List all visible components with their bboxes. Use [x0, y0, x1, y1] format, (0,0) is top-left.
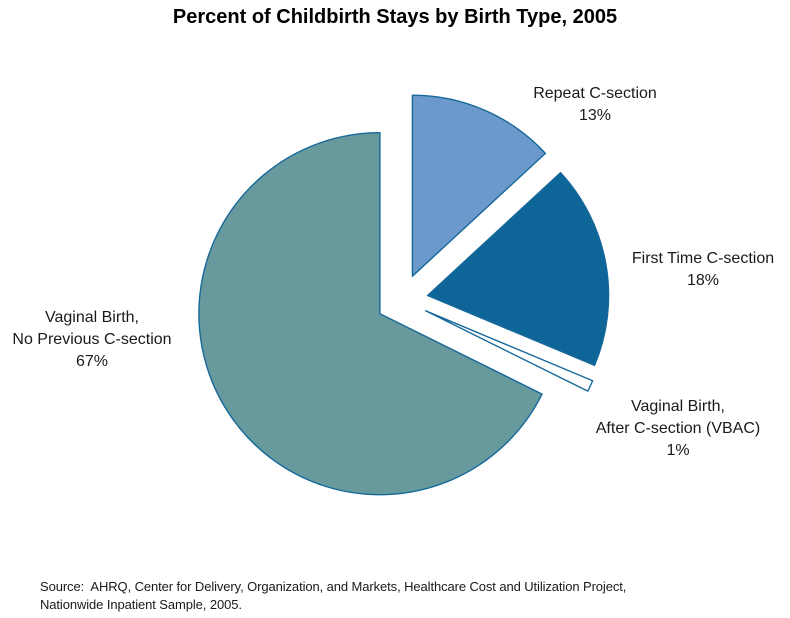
slice-label-vaginal-no-previous: Vaginal Birth, No Previous C-section 67% — [2, 307, 182, 373]
chart-title: Percent of Childbirth Stays by Birth Typ… — [172, 6, 618, 28]
pie-slice-2 — [424, 310, 594, 392]
slice-label-text: First Time C-section — [631, 250, 775, 267]
source-line-2: Nationwide Inpatient Sample, 2005. — [40, 597, 242, 612]
slice-label-repeat-c-section: Repeat C-section 13% — [495, 83, 695, 127]
slice-label-value: 67% — [75, 353, 109, 370]
slice-label-text: Vaginal Birth, — [45, 309, 139, 326]
slice-label-text: After C-section (VBAC) — [595, 420, 761, 437]
pie-slice-1 — [426, 171, 610, 367]
slice-label-first-time-c-section: First Time C-section 18% — [613, 248, 790, 292]
source-note: Source: AHRQ, Center for Delivery, Organ… — [40, 578, 626, 614]
slice-label-value: 1% — [666, 442, 690, 459]
slice-label-value: 18% — [686, 272, 720, 289]
source-line-1: Source: AHRQ, Center for Delivery, Organ… — [40, 579, 627, 594]
pie-slice-3 — [198, 132, 543, 496]
pie-slice-0 — [411, 94, 547, 277]
slice-label-vbac: Vaginal Birth, After C-section (VBAC) 1% — [568, 396, 788, 462]
slice-label-text: No Previous C-section — [12, 331, 172, 348]
slice-label-value: 13% — [578, 107, 612, 124]
slice-label-text: Repeat C-section — [533, 85, 657, 102]
slice-label-text: Vaginal Birth, — [631, 398, 725, 415]
